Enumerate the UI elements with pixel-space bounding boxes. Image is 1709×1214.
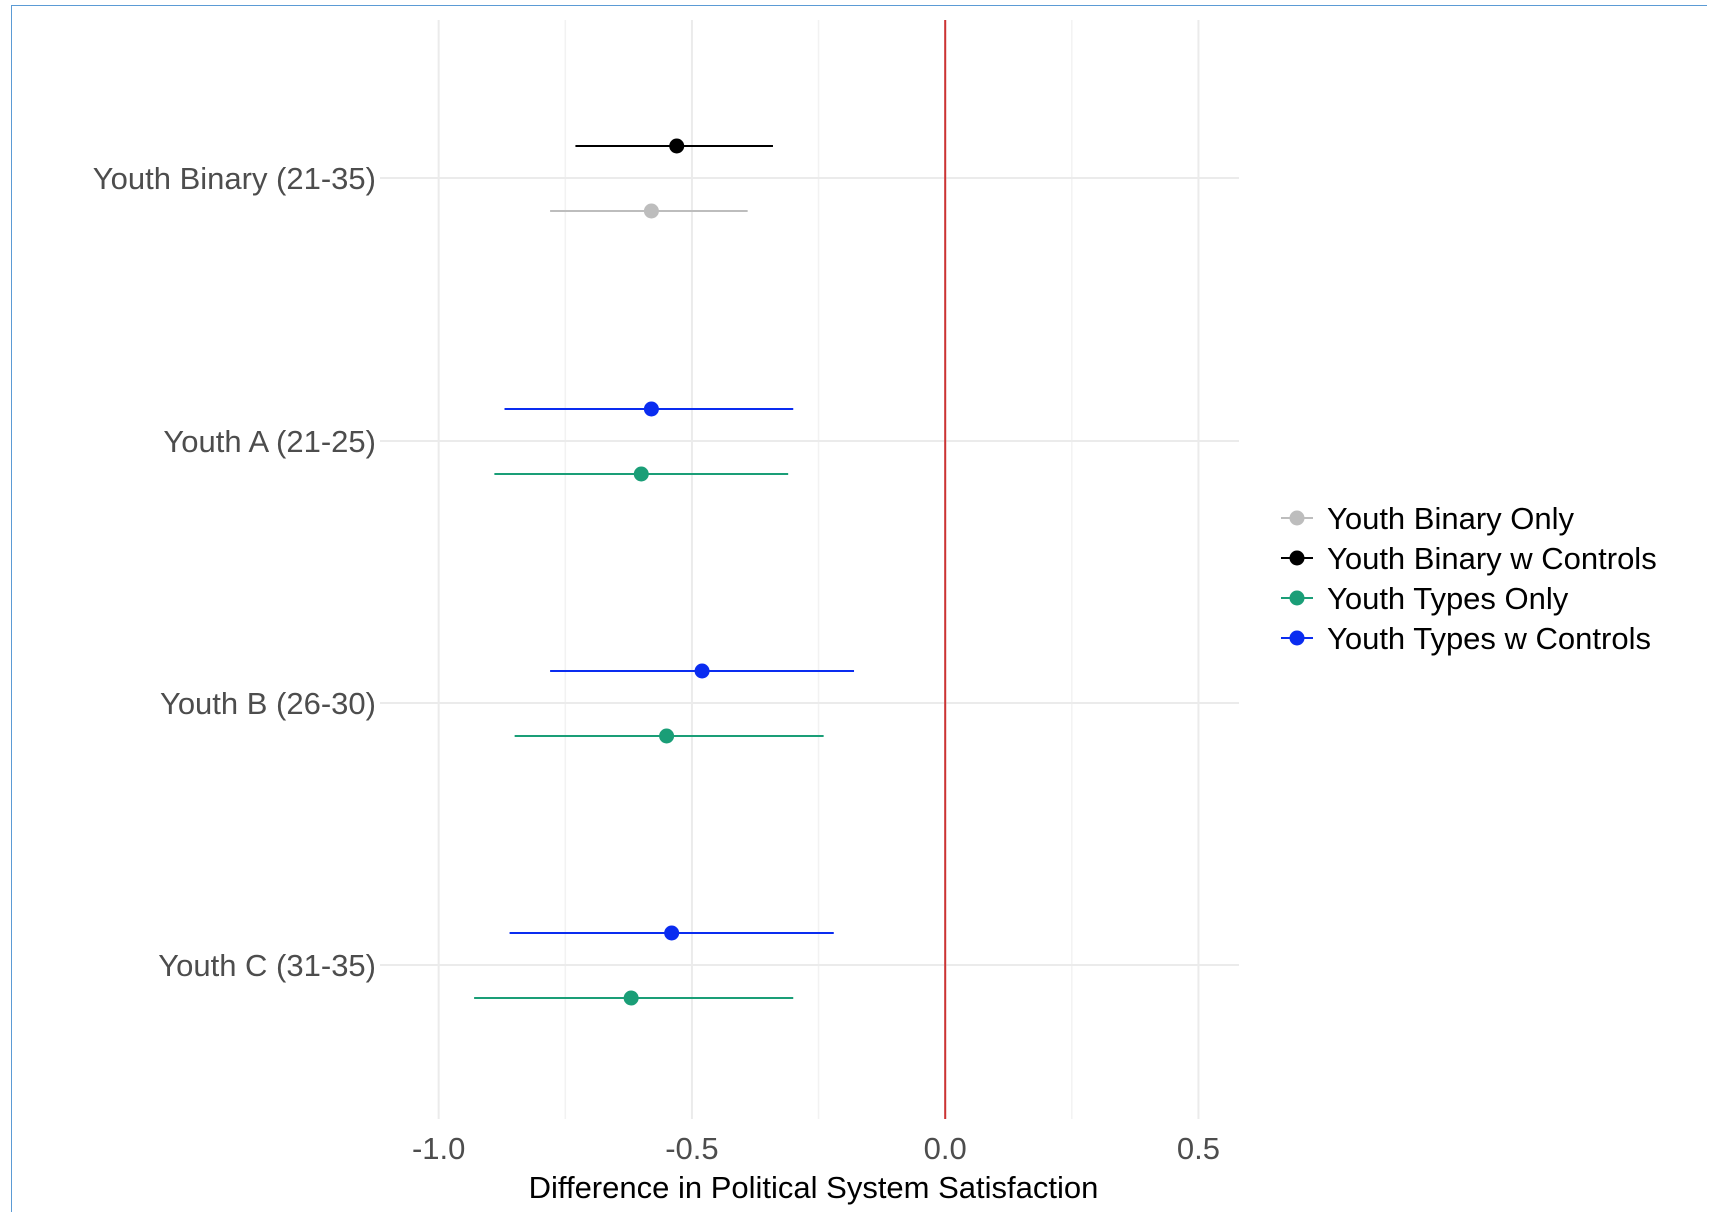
estimate-point: [659, 728, 675, 744]
legend-item: Youth Types w Controls: [1281, 621, 1651, 656]
legend-item: Youth Binary Only: [1281, 501, 1575, 536]
estimate-point: [623, 990, 639, 1006]
estimate-point: [643, 203, 659, 219]
legend-label: Youth Types Only: [1327, 581, 1569, 616]
legend: Youth Binary Only Youth Binary w Controls…: [1281, 501, 1657, 656]
category-label: Youth Binary (21-35): [93, 161, 376, 196]
estimate-point: [664, 925, 680, 941]
estimate-point: [694, 663, 710, 679]
legend-label: Youth Binary Only: [1327, 501, 1575, 536]
estimate-point: [633, 466, 649, 482]
legend-key-point: [1289, 630, 1305, 646]
major-gridlines: [388, 20, 1239, 1119]
legend-key-point: [1289, 590, 1305, 606]
x-tick-label: 0.5: [1177, 1131, 1220, 1166]
category-label: Youth C (31-35): [158, 948, 376, 983]
legend-key-point: [1289, 510, 1305, 526]
category-label: Youth B (26-30): [160, 686, 376, 721]
category-labels: Youth Binary (21-35) Youth A (21-25) Youth…: [93, 161, 388, 983]
coefficient-plot: Youth Binary (21-35) Youth A (21-25) Youth…: [93, 20, 1657, 1205]
x-tick-label: -0.5: [665, 1131, 718, 1166]
plot-marks: [474, 138, 855, 1006]
legend-label: Youth Types w Controls: [1327, 621, 1651, 656]
category-label: Youth A (21-25): [163, 424, 376, 459]
x-tick-label: -1.0: [412, 1131, 465, 1166]
legend-label: Youth Binary w Controls: [1327, 541, 1657, 576]
legend-item: Youth Binary w Controls: [1281, 541, 1657, 576]
legend-item: Youth Types Only: [1281, 581, 1569, 616]
minor-gridlines: [564, 20, 1073, 1119]
x-tick-labels: -1.0 -0.5 0.0 0.5: [412, 1131, 1220, 1166]
chart-frame: Youth Binary (21-35) Youth A (21-25) Youth…: [11, 5, 1707, 1212]
estimate-point: [669, 138, 685, 154]
estimate-point: [643, 401, 659, 417]
legend-key-point: [1289, 550, 1305, 566]
x-axis-title: Difference in Political System Satisfact…: [529, 1170, 1099, 1205]
x-tick-label: 0.0: [924, 1131, 967, 1166]
